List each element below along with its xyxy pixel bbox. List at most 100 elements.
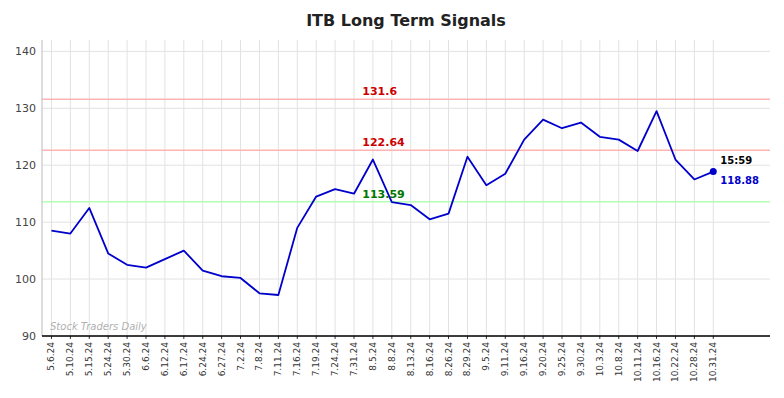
- x-tick-label: 8.8.24: [387, 342, 397, 371]
- x-tick: [675, 336, 676, 339]
- reference-label: 113.59: [362, 188, 404, 201]
- x-tick: [108, 336, 109, 339]
- x-grid-line: [618, 40, 619, 336]
- x-tick-label: 7.11.24: [273, 342, 283, 377]
- x-grid-line: [505, 40, 506, 336]
- x-tick: [505, 336, 506, 339]
- reference-line: [42, 149, 770, 151]
- x-grid-line: [354, 40, 355, 336]
- x-tick: [202, 336, 203, 339]
- x-tick-label: 10.22.24: [670, 342, 680, 382]
- x-tick: [543, 336, 544, 339]
- last-point: [710, 168, 717, 175]
- x-tick-label: 7.2.24: [236, 342, 246, 371]
- x-tick: [164, 336, 165, 339]
- x-grid-line: [221, 40, 222, 336]
- x-tick: [656, 336, 657, 339]
- x-grid-line: [637, 40, 638, 336]
- x-tick-label: 9.11.24: [500, 342, 510, 377]
- x-grid-line: [713, 40, 714, 336]
- x-tick: [429, 336, 430, 339]
- data: [51, 111, 716, 295]
- x-grid-line: [335, 40, 336, 336]
- title: ITB Long Term Signals: [306, 11, 506, 30]
- x-tick-label: 9.30.24: [576, 342, 586, 377]
- y-axis-line: [42, 40, 43, 336]
- x-tick-label: 6.24.24: [198, 342, 208, 377]
- x-tick-label: 5.15.24: [84, 342, 94, 377]
- x-tick: [637, 336, 638, 339]
- x-tick: [618, 336, 619, 339]
- x-tick: [146, 336, 147, 339]
- x-tick-label: 8.5.24: [368, 342, 378, 371]
- x-tick-label: 10.16.24: [652, 342, 662, 382]
- x-tick: [335, 336, 336, 339]
- x-tick-label: 9.20.24: [538, 342, 548, 377]
- x-grid-line: [259, 40, 260, 336]
- x-tick-label: 6.17.24: [179, 342, 189, 377]
- price-line: [51, 111, 713, 295]
- y-grid-line: [42, 279, 770, 280]
- x-tick-label: 10.3.24: [595, 342, 605, 377]
- x-tick-label: 7.8.24: [254, 342, 264, 371]
- x-grid-line: [127, 40, 128, 336]
- grid: [42, 40, 770, 336]
- reference-lines: [42, 99, 770, 202]
- x-tick-label: 5.30.24: [122, 342, 132, 377]
- x-tick: [410, 336, 411, 339]
- x-tick: [297, 336, 298, 339]
- watermark: Stock Traders Daily: [50, 321, 148, 332]
- x-grid-line: [599, 40, 600, 336]
- x-grid-line: [51, 40, 52, 336]
- x-tick-label: 5.6.24: [46, 342, 56, 371]
- y-grid-line: [42, 51, 770, 52]
- x-tick: [486, 336, 487, 339]
- reference-label: 122.64: [362, 136, 405, 149]
- x-tick-label: 5.10.24: [65, 342, 75, 377]
- x-tick-label: 10.11.24: [633, 342, 643, 382]
- x-tick-label: 7.24.24: [330, 342, 340, 377]
- x-tick-label: 8.29.24: [462, 342, 472, 377]
- x-tick-label: 5.24.24: [103, 342, 113, 377]
- x-grid-line: [486, 40, 487, 336]
- x-grid-line: [240, 40, 241, 336]
- x-tick: [524, 336, 525, 339]
- chart: ITB Long Term Signals90100110120130140St…: [0, 0, 784, 398]
- x-tick-label: 7.19.24: [311, 342, 321, 377]
- x-grid-line: [543, 40, 544, 336]
- x-grid-line: [675, 40, 676, 336]
- x-tick: [372, 336, 373, 339]
- x-tick-label: 10.28.24: [689, 342, 699, 382]
- x-tick: [221, 336, 222, 339]
- x-grid-line: [448, 40, 449, 336]
- x-grid-line: [410, 40, 411, 336]
- x-tick: [694, 336, 695, 339]
- x-tick-label: 8.26.24: [444, 342, 454, 377]
- x-tick-label: 8.13.24: [406, 342, 416, 377]
- x-grid-line: [146, 40, 147, 336]
- x-grid-line: [694, 40, 695, 336]
- x-tick: [599, 336, 600, 339]
- x-tick: [713, 336, 714, 339]
- x-tick-label: 6.12.24: [160, 342, 170, 377]
- x-grid-line: [467, 40, 468, 336]
- y-tick-label: 100: [15, 273, 36, 286]
- x-tick: [240, 336, 241, 339]
- x-tick: [354, 336, 355, 339]
- x-tick: [259, 336, 260, 339]
- x-grid-line: [108, 40, 109, 336]
- x-tick: [51, 336, 52, 339]
- x-grid-line: [164, 40, 165, 336]
- x-grid-line: [562, 40, 563, 336]
- x-tick-label: 7.16.24: [292, 342, 302, 377]
- x-grid-line: [89, 40, 90, 336]
- reference-line: [42, 201, 770, 203]
- x-tick-label: 7.31.24: [349, 342, 359, 377]
- y-grid-line: [42, 108, 770, 109]
- x-grid-line: [580, 40, 581, 336]
- reference-line: [42, 98, 770, 100]
- y-tick-label: 140: [15, 45, 36, 58]
- x-tick-label: 8.16.24: [425, 342, 435, 377]
- y-tick-label: 90: [22, 330, 36, 343]
- x-grid-line: [429, 40, 430, 336]
